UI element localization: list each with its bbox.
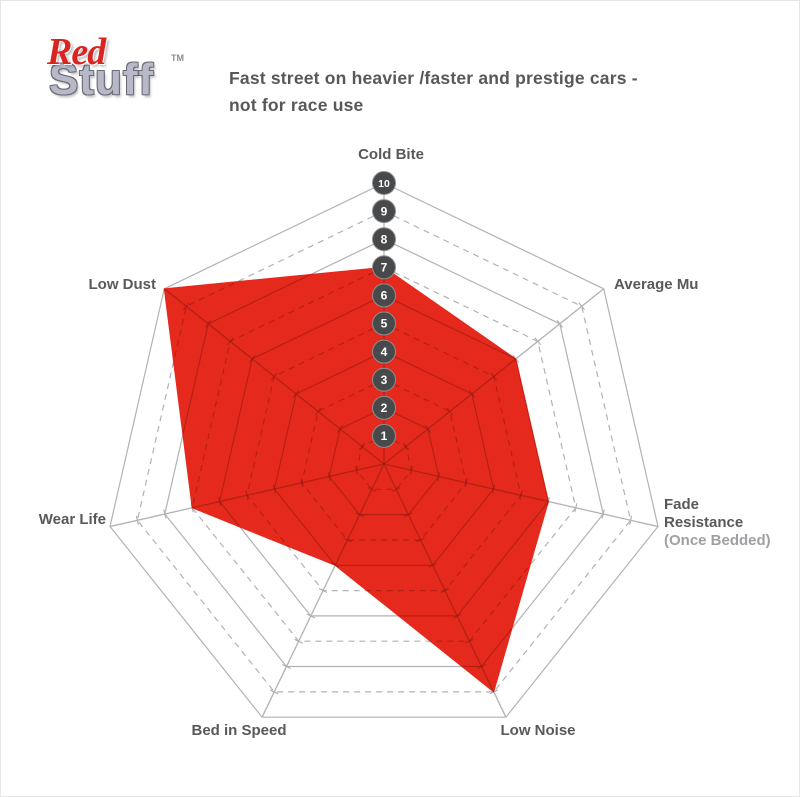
axis-label-bed-in-speed: Bed in Speed	[191, 722, 287, 739]
axis-label-average-mu: Average Mu	[614, 276, 699, 293]
scale-marker-number: 6	[381, 289, 388, 303]
spoke-tick	[391, 486, 401, 492]
spoke-tick	[404, 512, 413, 518]
scale-marker-circle	[372, 199, 396, 224]
spoke-tick	[468, 390, 476, 398]
grid-ring	[328, 407, 440, 516]
scale-marker-circle	[372, 311, 396, 336]
description-line2: not for race use	[229, 95, 364, 115]
scale-marker-number: 1	[381, 429, 388, 443]
spoke-tick	[446, 407, 454, 416]
spoke-tick	[327, 471, 331, 482]
spoke-tick	[440, 588, 450, 594]
spoke-tick	[452, 613, 462, 619]
logo-red-text: Red	[47, 31, 106, 73]
scale-marker-circle	[372, 283, 396, 308]
axis-label-wear-life: Wear Life	[38, 511, 106, 528]
chart-description: Fast street on heavier /faster and prest…	[229, 65, 638, 119]
spoke-tick	[492, 484, 496, 494]
axis-label-fade-resistance: Fade Resistance (Once Bedded)	[664, 496, 799, 550]
spoke-tick	[336, 425, 344, 433]
grid-ring	[109, 182, 659, 718]
spoke-tick	[355, 512, 364, 518]
grid-ring	[164, 267, 549, 692]
spoke-tick	[282, 664, 291, 670]
spoke-tick	[270, 372, 278, 381]
spoke-tick	[300, 478, 304, 488]
spoke-tick	[519, 490, 523, 500]
trademark-symbol: TM	[171, 53, 184, 63]
scale-marker-number: 3	[381, 373, 388, 387]
spoke-tick	[424, 425, 432, 433]
description-line1: Fast street on heavier /faster and prest…	[229, 68, 638, 88]
spoke-tick	[330, 562, 340, 568]
spoke-tick	[629, 515, 633, 525]
scale-marker-circle	[372, 339, 396, 364]
brand-logo: Red TM Stuff	[47, 31, 207, 130]
spoke-tick	[367, 486, 377, 492]
spoke-tick	[358, 442, 366, 451]
spoke-tick	[248, 355, 256, 363]
scale-marker-number: 2	[381, 401, 388, 415]
logo-stuff-text: Stuff	[49, 55, 155, 105]
spoke-tick	[465, 638, 474, 644]
scale-marker-circle	[372, 423, 396, 448]
fade-resistance-line1: Fade	[664, 496, 700, 513]
spoke-tick	[163, 509, 167, 519]
spoke-tick	[355, 465, 359, 475]
scale-marker-number: 8	[381, 232, 388, 246]
fade-resistance-line3: (Once Bedded)	[664, 532, 771, 549]
spoke-tick	[578, 302, 585, 311]
scale-marker-number: 7	[381, 261, 388, 275]
scale-marker-number: 9	[381, 204, 388, 218]
spoke-tick	[292, 390, 300, 398]
axis-label-cold-bite: Cold Bite	[358, 146, 424, 163]
spoke-tick	[402, 442, 410, 451]
spoke-tick	[306, 613, 316, 619]
spoke-tick	[490, 372, 498, 381]
scale-marker-circle	[372, 227, 396, 252]
spoke-tick	[343, 537, 352, 543]
scale-marker-circle	[372, 395, 396, 420]
performance-polygon	[163, 266, 549, 693]
spoke-tick	[245, 490, 249, 500]
spoke-tick	[477, 664, 486, 670]
axis-label-low-noise: Low Noise	[500, 722, 576, 739]
spoke-tick	[218, 496, 222, 507]
spoke-tick	[269, 689, 279, 695]
scale-marker-circle	[372, 171, 396, 195]
axis-label-low-dust: Low Dust	[88, 276, 157, 293]
spoke-tick	[416, 537, 425, 543]
spoke-tick	[272, 484, 276, 494]
scale-marker-circle	[372, 367, 396, 392]
spoke-tick	[409, 465, 413, 475]
fade-resistance-line2: Resistance	[664, 514, 744, 531]
spoke-tick	[428, 562, 438, 568]
spoke-tick	[464, 478, 468, 488]
spoke-tick	[318, 588, 328, 594]
scale-marker-circle	[372, 255, 396, 280]
spoke-tick	[183, 302, 190, 311]
grid-ring	[301, 379, 467, 541]
spoke-tick	[314, 407, 322, 416]
spoke-tick	[556, 319, 564, 328]
spoke-tick	[204, 319, 212, 328]
grid-ring	[273, 350, 495, 566]
spoke-tick	[294, 638, 303, 644]
spoke-tick	[534, 337, 542, 346]
spoke-tick	[601, 509, 605, 519]
spoke-tick	[226, 337, 234, 346]
scale-marker-number: 4	[381, 345, 388, 359]
spoke-tick	[437, 471, 441, 482]
spoke-tick	[574, 503, 578, 513]
scale-marker-number: 5	[381, 317, 388, 331]
scale-marker-number: 10	[378, 178, 390, 190]
spoke-tick	[135, 515, 139, 525]
scale-markers: 1 2 3 4 5 6 7 8 9 10	[372, 171, 396, 448]
